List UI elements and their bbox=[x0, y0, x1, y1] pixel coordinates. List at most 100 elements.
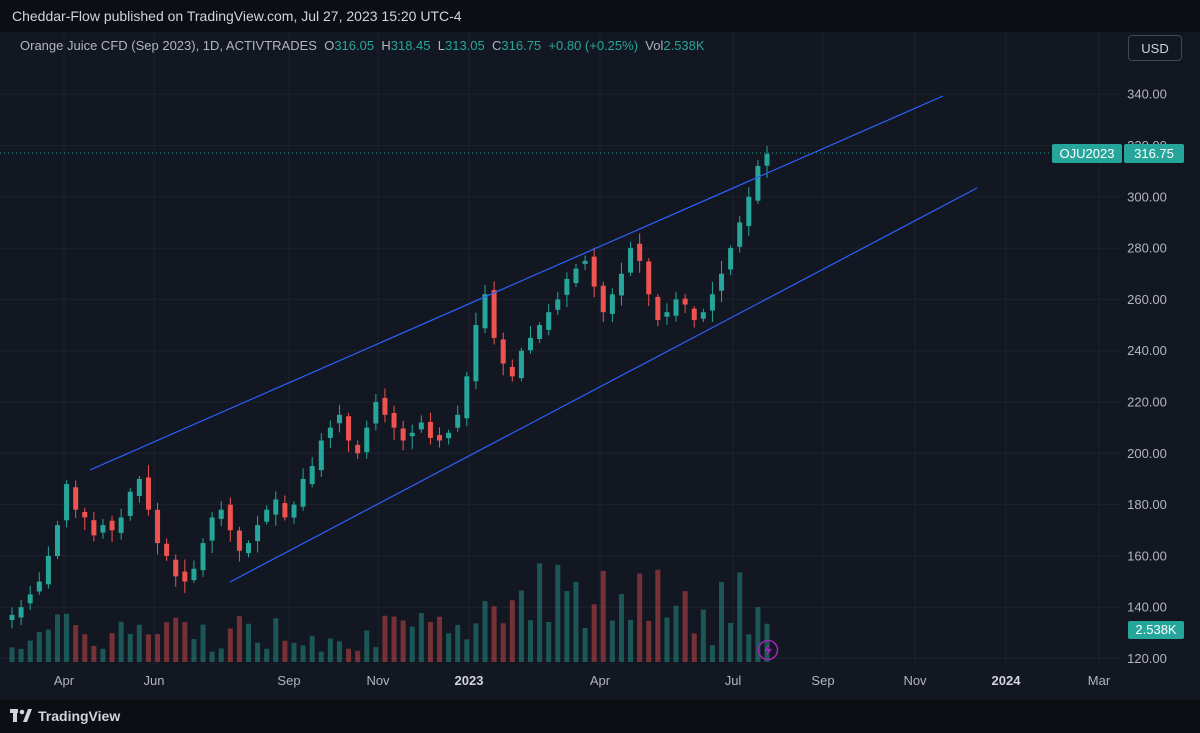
volume-tag-value: 2.538K bbox=[1135, 622, 1177, 637]
volume-bar bbox=[91, 645, 97, 662]
candle-body bbox=[546, 312, 552, 330]
volume-bar bbox=[400, 620, 406, 662]
x-tick-label: 2023 bbox=[455, 673, 484, 688]
volume-bar bbox=[427, 621, 433, 662]
candle-body bbox=[400, 428, 406, 441]
candle-body bbox=[427, 421, 433, 438]
volume-bar bbox=[209, 651, 215, 662]
volume-bar bbox=[18, 648, 24, 662]
candle-body bbox=[91, 520, 97, 536]
candle-body bbox=[100, 525, 106, 533]
volume-bar bbox=[236, 616, 242, 662]
price-tag-value: 316.75 bbox=[1134, 146, 1174, 161]
candle-body bbox=[346, 416, 352, 441]
volume-bar bbox=[218, 648, 224, 662]
volume-bar bbox=[518, 590, 524, 662]
price-chart[interactable]: 120.00 140.00 160.00 180.00 200.00 220.00 240.… bbox=[0, 32, 1200, 700]
x-tick-label: Jun bbox=[144, 673, 165, 688]
volume-bar bbox=[618, 594, 624, 662]
volume-bar bbox=[755, 606, 761, 662]
legend-vol-label: Vol bbox=[645, 38, 664, 53]
volume-bar bbox=[609, 620, 615, 662]
volume-bar bbox=[346, 648, 352, 662]
candle-body bbox=[54, 525, 60, 557]
candle-body bbox=[600, 285, 606, 313]
candle-body bbox=[628, 248, 634, 273]
volume-bar bbox=[373, 647, 379, 662]
volume-bar bbox=[355, 650, 361, 662]
candle-body bbox=[82, 511, 88, 518]
volume-bar bbox=[246, 623, 252, 662]
candle-body bbox=[646, 261, 652, 295]
volume-bar bbox=[155, 633, 161, 662]
channel-lower-line[interactable] bbox=[229, 187, 978, 583]
volume-bar bbox=[564, 591, 570, 662]
candle-body bbox=[27, 594, 33, 604]
candle-body bbox=[664, 312, 670, 317]
candle-body bbox=[155, 509, 161, 544]
volume-bar bbox=[54, 614, 60, 662]
candle-body bbox=[355, 444, 361, 454]
volume-bar bbox=[664, 617, 670, 662]
candle-body bbox=[500, 339, 506, 364]
volume-bar bbox=[500, 623, 506, 662]
candle-body bbox=[318, 440, 324, 471]
volume-bar bbox=[191, 639, 197, 662]
candle-body bbox=[364, 427, 370, 453]
candle-body bbox=[591, 256, 597, 287]
candle-body bbox=[118, 517, 124, 533]
time-axis[interactable]: Apr Jun Sep Nov 2023 Apr Jul Sep Nov 2024 Mar bbox=[54, 673, 1111, 688]
volume-bar bbox=[227, 628, 233, 662]
y-tick-label: 280.00 bbox=[1127, 241, 1167, 256]
candle-body bbox=[336, 414, 342, 424]
legend-c-value: 316.75 bbox=[501, 38, 542, 53]
volume-bar bbox=[628, 619, 634, 662]
x-tick-label: Jul bbox=[725, 673, 742, 688]
y-tick-label: 220.00 bbox=[1127, 395, 1167, 410]
volume-bar bbox=[64, 613, 70, 662]
candle-body bbox=[737, 222, 743, 247]
legend-instrument: Orange Juice CFD (Sep 2023), 1D, ACTIVTR… bbox=[20, 38, 317, 53]
candle-body bbox=[518, 350, 524, 379]
volume-bar bbox=[709, 645, 715, 662]
volume-bar bbox=[100, 648, 106, 662]
candle-body bbox=[109, 520, 115, 531]
volume-bar bbox=[318, 651, 324, 662]
tradingview-logo-icon bbox=[10, 709, 32, 722]
legend-o-value: 316.05 bbox=[334, 38, 375, 53]
volume-bar bbox=[173, 617, 179, 662]
candle-body bbox=[218, 509, 224, 519]
channel-lines[interactable] bbox=[89, 95, 978, 583]
volume-bar bbox=[418, 613, 424, 662]
candle-body bbox=[446, 432, 452, 439]
volume-bar bbox=[145, 634, 151, 662]
volume-bar bbox=[255, 642, 261, 662]
volume-bar bbox=[336, 641, 342, 662]
candle-body bbox=[327, 427, 333, 438]
candle-body bbox=[700, 312, 706, 319]
volume-bar bbox=[36, 632, 42, 662]
tradingview-logo[interactable]: TradingView bbox=[10, 708, 120, 724]
volume-bar bbox=[537, 563, 543, 662]
volume-bar bbox=[300, 645, 306, 662]
publisher-text: Cheddar-Flow published on TradingView.co… bbox=[12, 8, 462, 24]
x-tick-label: 2024 bbox=[992, 673, 1022, 688]
volume-bar bbox=[164, 622, 170, 662]
candle-body bbox=[145, 477, 151, 510]
lightning-icon[interactable] bbox=[757, 639, 779, 661]
legend-h-value: 318.45 bbox=[390, 38, 431, 53]
volume-bar bbox=[409, 626, 415, 662]
volume-bar bbox=[764, 623, 770, 662]
x-tick-label: Apr bbox=[590, 673, 611, 688]
candle-body bbox=[655, 296, 661, 320]
currency-button[interactable]: USD bbox=[1128, 35, 1182, 61]
volume-tag: 2.538K bbox=[1128, 621, 1184, 639]
volume-bar bbox=[473, 623, 479, 662]
legend-l-label: L bbox=[437, 38, 445, 53]
y-tick-label: 260.00 bbox=[1127, 292, 1167, 307]
price-axis[interactable]: 120.00 140.00 160.00 180.00 200.00 220.00 240.… bbox=[1127, 87, 1167, 666]
volume-bar bbox=[45, 629, 51, 662]
legend-h-label: H bbox=[381, 38, 391, 53]
candle-body bbox=[309, 466, 315, 485]
channel-upper-line[interactable] bbox=[89, 95, 944, 471]
